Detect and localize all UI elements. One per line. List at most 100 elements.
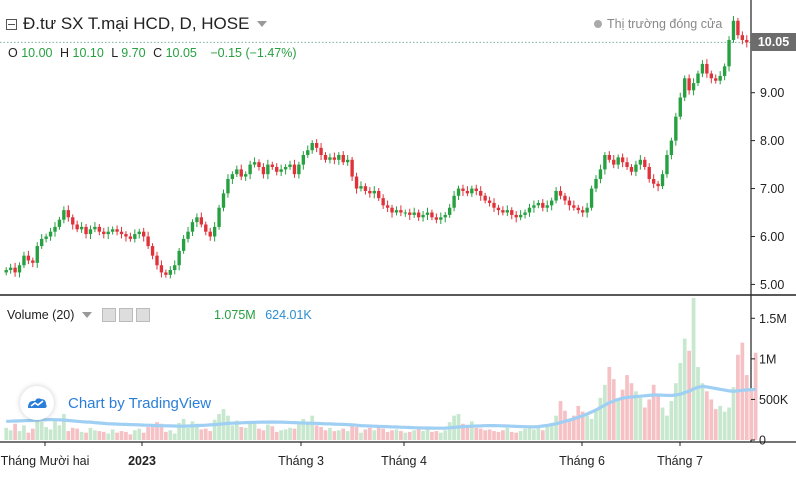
volume-bar bbox=[709, 399, 714, 440]
volume-bar bbox=[97, 431, 102, 440]
volume-bar bbox=[146, 427, 150, 440]
open-value: 10.00 bbox=[21, 46, 53, 60]
volume-bar bbox=[447, 422, 452, 440]
volume-bar bbox=[465, 425, 470, 440]
candle-body bbox=[731, 20, 736, 40]
volume-bar bbox=[257, 428, 261, 440]
candle-body bbox=[4, 270, 8, 273]
volume-bar bbox=[705, 391, 709, 440]
volume-bar bbox=[749, 389, 754, 440]
candle-body bbox=[128, 236, 133, 239]
candle-body bbox=[452, 195, 456, 208]
volume-bar bbox=[354, 427, 359, 440]
volume-bar bbox=[230, 425, 235, 440]
volume-bar bbox=[474, 427, 479, 440]
volume-bar bbox=[115, 432, 119, 440]
volume-bar bbox=[536, 427, 541, 440]
volume-bar bbox=[265, 424, 270, 440]
candle-body bbox=[26, 255, 31, 261]
chevron-down-icon[interactable] bbox=[82, 312, 93, 318]
candle-body bbox=[456, 188, 461, 196]
volume-bar bbox=[168, 430, 173, 440]
volume-bar bbox=[359, 432, 363, 440]
candle-body bbox=[88, 229, 93, 235]
volume-bar bbox=[505, 427, 510, 440]
candle-body bbox=[656, 183, 660, 187]
volume-values: 1.075M 624.01K bbox=[214, 308, 312, 322]
candle-body bbox=[22, 255, 26, 266]
high-label: H bbox=[59, 46, 70, 60]
volume-bar bbox=[137, 428, 142, 440]
volume-bar bbox=[478, 428, 483, 440]
candle-body bbox=[204, 224, 208, 232]
candle-body bbox=[603, 155, 607, 170]
candle-body bbox=[40, 238, 44, 247]
volume-bar bbox=[310, 415, 315, 440]
volume-bar bbox=[563, 410, 567, 440]
candle-body bbox=[505, 210, 510, 213]
volume-bar bbox=[651, 384, 656, 440]
volume-bar bbox=[292, 428, 297, 440]
chevron-down-icon[interactable] bbox=[257, 21, 268, 27]
candle-body bbox=[186, 231, 190, 239]
close-value: 10.05 bbox=[165, 46, 197, 60]
tradingview-branding[interactable]: Chart by TradingView bbox=[20, 386, 211, 420]
candle-body bbox=[239, 169, 243, 177]
volume-bar bbox=[438, 432, 443, 440]
volume-bar bbox=[496, 431, 501, 440]
candle-body bbox=[678, 97, 682, 117]
volume-bar bbox=[625, 375, 629, 440]
candle-body bbox=[328, 157, 332, 160]
candle-body bbox=[563, 195, 567, 201]
candle-body bbox=[17, 265, 22, 273]
eye-icon[interactable] bbox=[102, 308, 117, 322]
candle-body bbox=[629, 166, 634, 172]
candle-body bbox=[195, 217, 199, 223]
candle-body bbox=[594, 178, 598, 189]
volume-bar bbox=[70, 427, 75, 440]
candle-body bbox=[523, 212, 527, 215]
volume-title[interactable]: Volume (20) bbox=[7, 308, 75, 322]
candle-body bbox=[350, 159, 354, 177]
volume-bar bbox=[700, 383, 705, 440]
candle-body bbox=[297, 164, 301, 175]
low-value: 9.70 bbox=[121, 46, 146, 60]
candle-body bbox=[638, 159, 643, 165]
candle-body bbox=[612, 159, 616, 165]
candle-body bbox=[13, 267, 17, 273]
close-icon[interactable] bbox=[136, 308, 151, 322]
candle-body bbox=[190, 222, 195, 232]
time-tick-label: 2023 bbox=[128, 454, 156, 468]
volume-bar bbox=[62, 414, 66, 440]
volume-tick-label: 500K bbox=[759, 393, 789, 407]
collapse-icon[interactable] bbox=[6, 18, 17, 30]
candle-body bbox=[696, 73, 700, 84]
volume-bar bbox=[509, 431, 514, 440]
volume-value: 1.075M bbox=[214, 308, 256, 322]
candle-body bbox=[674, 116, 678, 141]
candle-body bbox=[470, 188, 474, 194]
candle-body bbox=[275, 166, 279, 172]
volume-bar bbox=[642, 407, 647, 440]
volume-bar bbox=[226, 415, 230, 440]
candle-body bbox=[514, 214, 518, 218]
volume-bar bbox=[753, 352, 758, 440]
candle-body bbox=[243, 174, 248, 177]
candle-body bbox=[377, 190, 381, 199]
volume-bar bbox=[279, 430, 284, 440]
candle-body bbox=[257, 162, 261, 167]
volume-bar bbox=[363, 429, 368, 440]
candle-body bbox=[177, 250, 181, 266]
candle-body bbox=[8, 267, 13, 271]
volume-ma-line bbox=[6, 384, 756, 430]
volume-bar bbox=[682, 338, 687, 440]
volume-bar bbox=[150, 425, 155, 440]
candle-body bbox=[536, 202, 541, 206]
symbol-title[interactable]: Đ.tư SX T.mại HCD, D, HOSE bbox=[23, 14, 250, 33]
candle-body bbox=[102, 231, 106, 235]
gear-icon[interactable] bbox=[119, 308, 134, 322]
volume-bar bbox=[190, 421, 195, 440]
volume-bar bbox=[532, 429, 536, 440]
volume-bar bbox=[718, 405, 723, 440]
